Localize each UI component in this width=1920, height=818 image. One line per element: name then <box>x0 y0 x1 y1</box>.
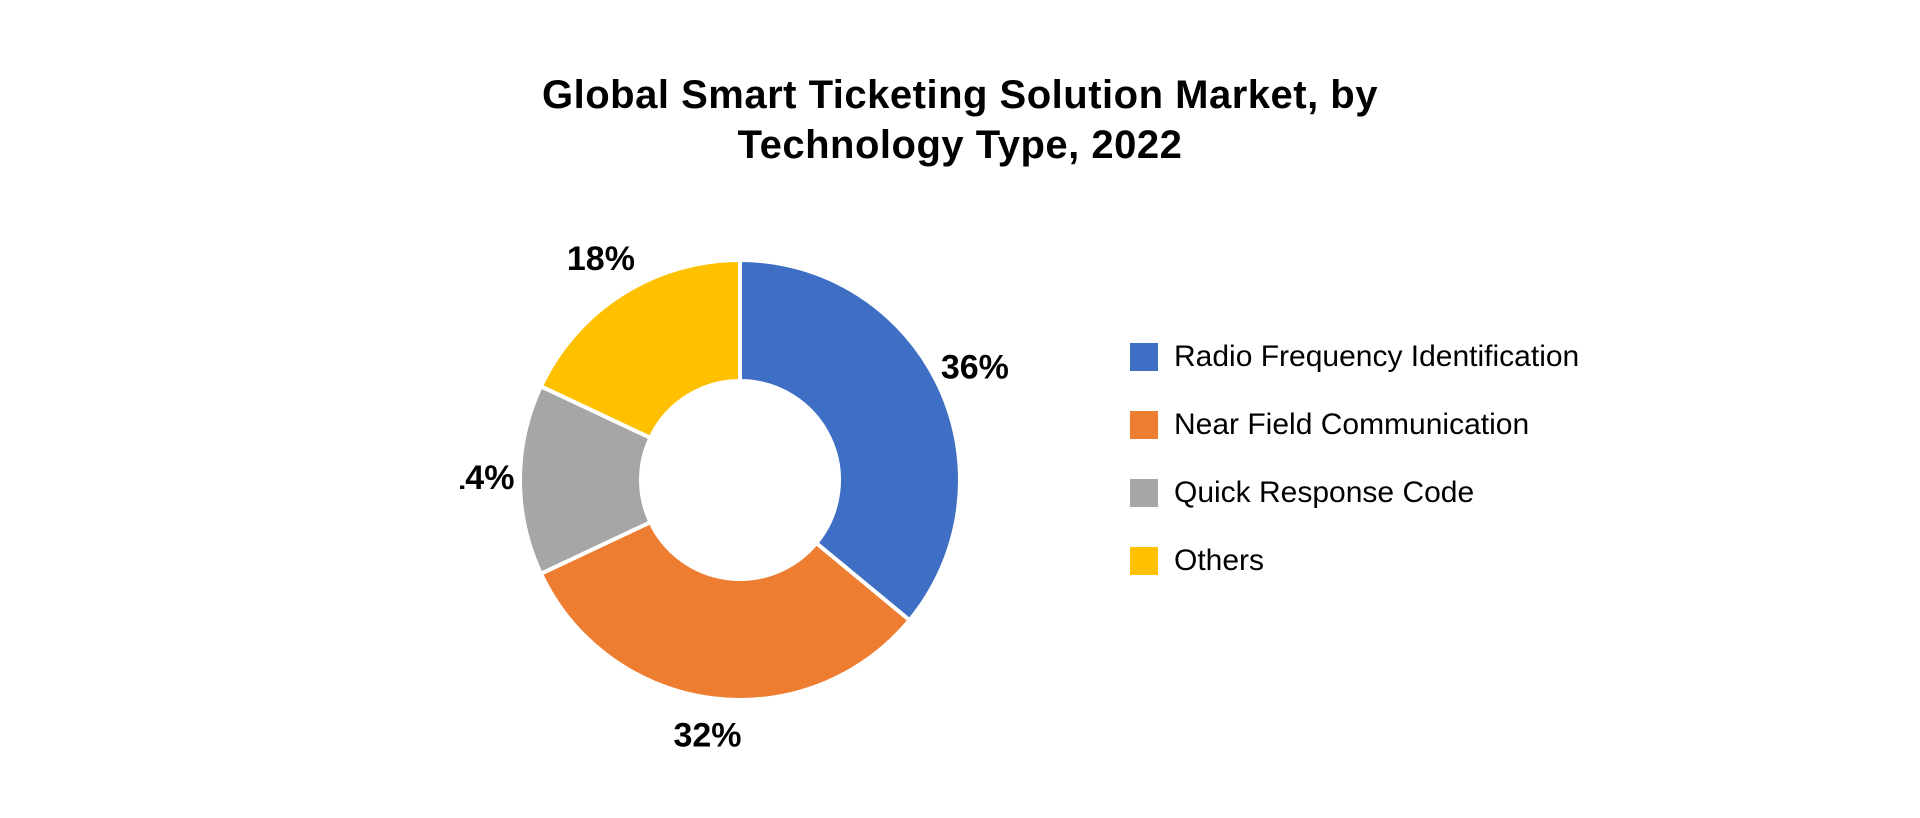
legend-label-rfid: Radio Frequency Identification <box>1174 340 1579 374</box>
legend-swatch-others <box>1130 547 1158 575</box>
chart-title-line2: Technology Type, 2022 <box>738 123 1183 167</box>
slice-label-qr: 14% <box>460 459 514 497</box>
chart-container: Global Smart Ticketing Solution Market, … <box>0 0 1920 818</box>
donut-svg: 36% 32% 14% 18% <box>460 200 1020 760</box>
legend-label-others: Others <box>1174 544 1264 578</box>
legend-label-qr: Quick Response Code <box>1174 476 1474 510</box>
legend-label-nfc: Near Field Communication <box>1174 408 1529 442</box>
legend-item-others: Others <box>1130 544 1579 578</box>
legend-swatch-nfc <box>1130 411 1158 439</box>
legend-swatch-qr <box>1130 479 1158 507</box>
slice-label-others: 18% <box>567 240 635 278</box>
legend-item-qr: Quick Response Code <box>1130 476 1579 510</box>
slice-label-rfid: 36% <box>941 348 1009 386</box>
chart-title-line1: Global Smart Ticketing Solution Market, … <box>542 73 1378 117</box>
slice-rfid <box>740 260 960 620</box>
legend-swatch-rfid <box>1130 343 1158 371</box>
chart-title: Global Smart Ticketing Solution Market, … <box>0 70 1920 170</box>
legend-item-rfid: Radio Frequency Identification <box>1130 340 1579 374</box>
legend-item-nfc: Near Field Communication <box>1130 408 1579 442</box>
slice-label-nfc: 32% <box>673 717 741 755</box>
legend: Radio Frequency Identification Near Field… <box>1130 340 1579 578</box>
donut-chart: 36% 32% 14% 18% <box>460 200 1020 760</box>
